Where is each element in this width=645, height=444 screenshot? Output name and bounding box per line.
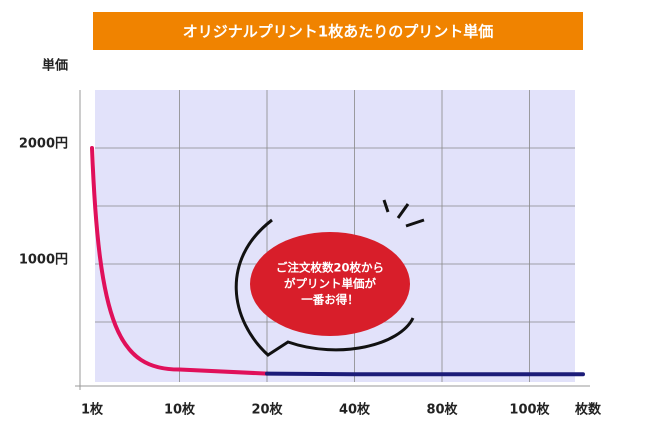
callout <box>234 199 425 357</box>
x-tick-label: 20枚 <box>251 402 283 418</box>
annotation-text: 一番お得！ <box>301 293 359 307</box>
speech-bubble <box>234 218 415 357</box>
burst-line <box>382 199 390 213</box>
line <box>90 146 269 376</box>
x-axis-label: 枚数 <box>575 402 602 418</box>
x-tick-label: 80枚 <box>426 402 458 418</box>
title-banner <box>93 12 583 50</box>
burst-line <box>405 218 425 228</box>
y-tick-label: 1000円 <box>19 253 68 268</box>
callout-bubble <box>250 232 410 336</box>
chart-title: オリジナルプリント1枚あたりのプリント単価 <box>183 23 493 41</box>
annotation-text: がプリント単価が <box>284 277 376 291</box>
x-tick-label: 40枚 <box>339 402 371 418</box>
annotation-text: ご注文枚数20枚から <box>276 261 384 275</box>
y-axis-label: 単価 <box>42 58 68 74</box>
burst-line <box>396 203 410 219</box>
x-tick-label: 100枚 <box>509 402 550 418</box>
x-tick-label: 10枚 <box>164 402 196 418</box>
line <box>265 371 585 377</box>
y-tick-label: 2000円 <box>19 137 68 152</box>
x-tick-label: 1枚 <box>81 402 104 418</box>
